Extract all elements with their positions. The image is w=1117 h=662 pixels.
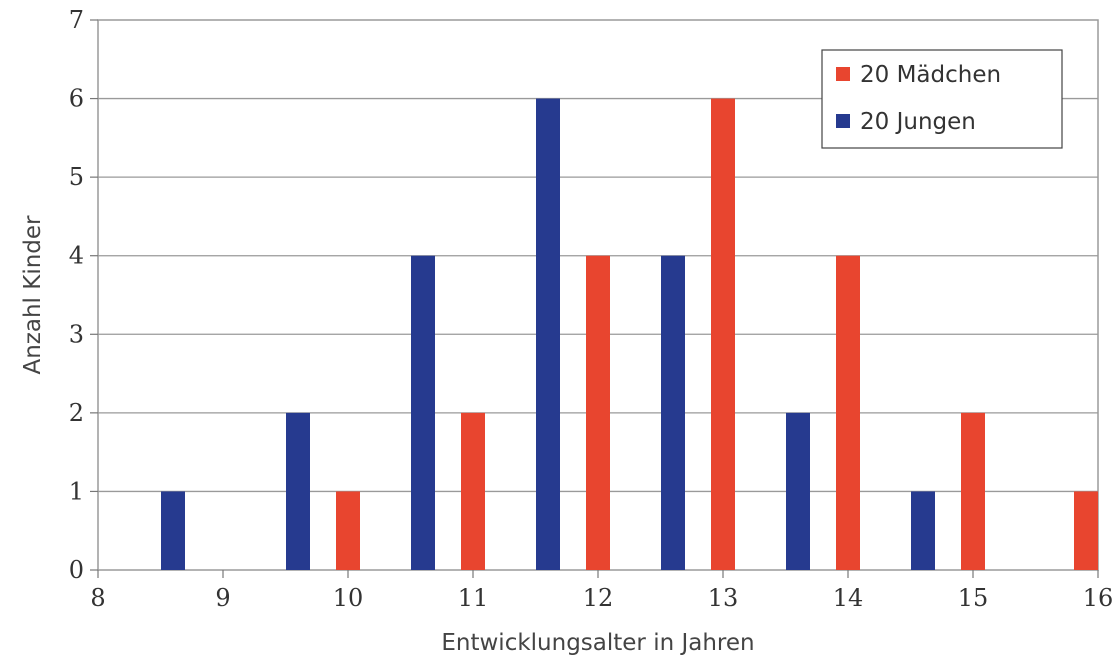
bar-jungen-11.6 [536, 98, 560, 571]
bar-jungen-14.6 [911, 491, 935, 570]
bar-maedchen-12 [586, 255, 610, 570]
x-axis-ticks: 8 9 10 11 12 13 14 15 16 [90, 570, 1113, 612]
y-axis-title: Anzahl Kinder [20, 215, 46, 375]
x-tick-label-12: 12 [583, 584, 614, 612]
y-tick-label-7: 7 [69, 6, 84, 34]
legend-label-maedchen: 20 Mädchen [860, 62, 1001, 88]
x-tick-label-15: 15 [958, 584, 989, 612]
y-tick-label-3: 3 [69, 320, 84, 348]
legend-swatch-maedchen [836, 67, 850, 81]
legend-label-jungen: 20 Jungen [860, 109, 976, 135]
bar-jungen-12.6 [661, 255, 685, 570]
x-tick-label-13: 13 [708, 584, 739, 612]
legend-swatch-jungen [836, 114, 850, 128]
bar-maedchen-10 [336, 491, 360, 570]
x-tick-label-14: 14 [833, 584, 864, 612]
x-axis-title: Entwicklungsalter in Jahren [441, 630, 754, 656]
y-tick-label-1: 1 [69, 477, 84, 505]
x-tick-label-16: 16 [1083, 584, 1114, 612]
y-tick-label-0: 0 [69, 556, 84, 584]
bar-maedchen-11 [461, 412, 485, 570]
x-tick-label-8: 8 [90, 584, 105, 612]
y-tick-label-4: 4 [69, 242, 84, 270]
bar-jungen-10.6 [411, 255, 435, 570]
x-tick-label-10: 10 [333, 584, 364, 612]
bar-maedchen-13 [711, 98, 735, 571]
legend-box [821, 49, 1063, 149]
bar-jungen-8.6 [161, 491, 185, 570]
bar-maedchen-16 [1074, 491, 1098, 570]
y-tick-label-2: 2 [69, 399, 84, 427]
bar-jungen-13.6 [786, 412, 810, 570]
bar-maedchen-14 [836, 255, 860, 570]
bar-jungen-9.6 [286, 412, 310, 570]
y-tick-label-6: 6 [69, 85, 84, 113]
bar-maedchen-15 [961, 412, 985, 570]
bars [161, 98, 1098, 571]
x-tick-label-9: 9 [215, 584, 230, 612]
x-tick-label-11: 11 [458, 584, 489, 612]
y-tick-label-5: 5 [69, 163, 84, 191]
legend: 20 Mädchen 20 Jungen [821, 49, 1063, 149]
y-axis-ticks: 0 1 2 3 4 5 6 7 [69, 6, 98, 584]
